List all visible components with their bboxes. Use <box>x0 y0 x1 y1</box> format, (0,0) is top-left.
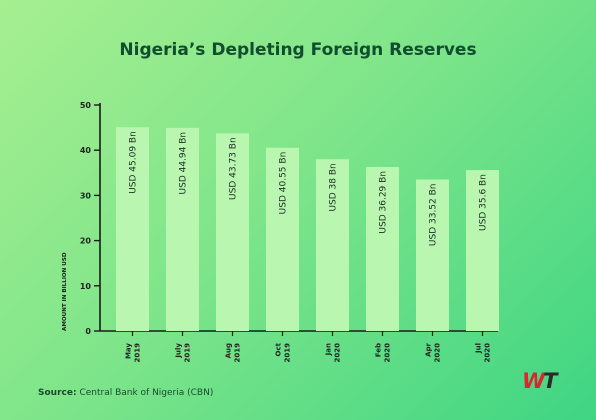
bar <box>266 147 299 331</box>
brand-logo-t: T <box>543 369 557 393</box>
x-tick-label-month: Jul <box>475 343 483 354</box>
y-tick-label: 30 <box>80 191 92 200</box>
y-tick-label: 40 <box>80 146 92 155</box>
data-label: USD 38 Bn <box>329 163 339 211</box>
y-tick-label: 10 <box>80 282 92 291</box>
y-axis-title: AMOUNT IN BILLION USD <box>62 252 68 331</box>
data-label: USD 45.09 Bn <box>129 131 139 194</box>
source-text: Central Bank of Nigeria (CBN) <box>79 388 214 398</box>
x-tick-label-month: Aug <box>225 343 233 358</box>
data-labels: USD 45.09 Bn USD 44.94 Bn USD 43.73 Bn USD … <box>129 131 489 246</box>
x-tick-label-year: 2019 <box>284 343 292 363</box>
y-axis: 0 10 20 30 40 50 <box>80 101 101 336</box>
data-label: USD 33.52 Bn <box>429 183 439 246</box>
bar <box>466 170 499 331</box>
x-tick-label-year: 2020 <box>484 343 492 363</box>
bar <box>166 127 199 331</box>
data-label: USD 36.29 Bn <box>379 171 389 234</box>
x-tick-label-month: Jan <box>325 343 333 356</box>
x-axis <box>100 330 498 336</box>
data-label: USD 44.94 Bn <box>179 132 189 195</box>
bar <box>116 127 149 331</box>
x-tick-label-year: 2020 <box>384 343 392 363</box>
x-tick-label-month: July <box>175 343 183 359</box>
data-label: USD 40.55 Bn <box>279 152 289 215</box>
y-tick-label: 50 <box>80 101 92 110</box>
bar <box>316 159 349 331</box>
data-label: USD 43.73 Bn <box>229 137 239 200</box>
bar <box>216 133 249 331</box>
bars <box>116 127 499 331</box>
x-tick-label-month: Feb <box>375 343 383 357</box>
x-tick-label-year: 2019 <box>234 343 242 363</box>
source-note: Source: Central Bank of Nigeria (CBN) <box>38 388 213 398</box>
bar <box>416 179 449 331</box>
x-tick-label-month: Apr <box>425 342 433 356</box>
y-tick-label: 20 <box>80 237 92 246</box>
x-tick-label-month: May <box>125 343 133 359</box>
x-tick-labels: May 2019 July 2019 Aug 2019 Oct 2019 Jan 2020 Feb 2… <box>125 342 492 362</box>
chart-title: Nigeria’s Depleting Foreign Reserves <box>119 40 477 60</box>
brand-logo: WT <box>522 369 574 393</box>
brand-logo-w: W <box>522 369 545 393</box>
x-tick-label-year: 2019 <box>134 343 142 363</box>
source-label: Source: <box>38 388 77 398</box>
x-tick-label-year: 2020 <box>334 343 342 363</box>
y-tick-label: 0 <box>85 327 91 336</box>
data-label: USD 35.6 Bn <box>479 174 489 231</box>
x-tick-label-year: 2020 <box>434 343 442 363</box>
x-tick-label-month: Oct <box>275 342 283 356</box>
bar <box>366 166 399 331</box>
x-tick-label-year: 2019 <box>184 343 192 363</box>
